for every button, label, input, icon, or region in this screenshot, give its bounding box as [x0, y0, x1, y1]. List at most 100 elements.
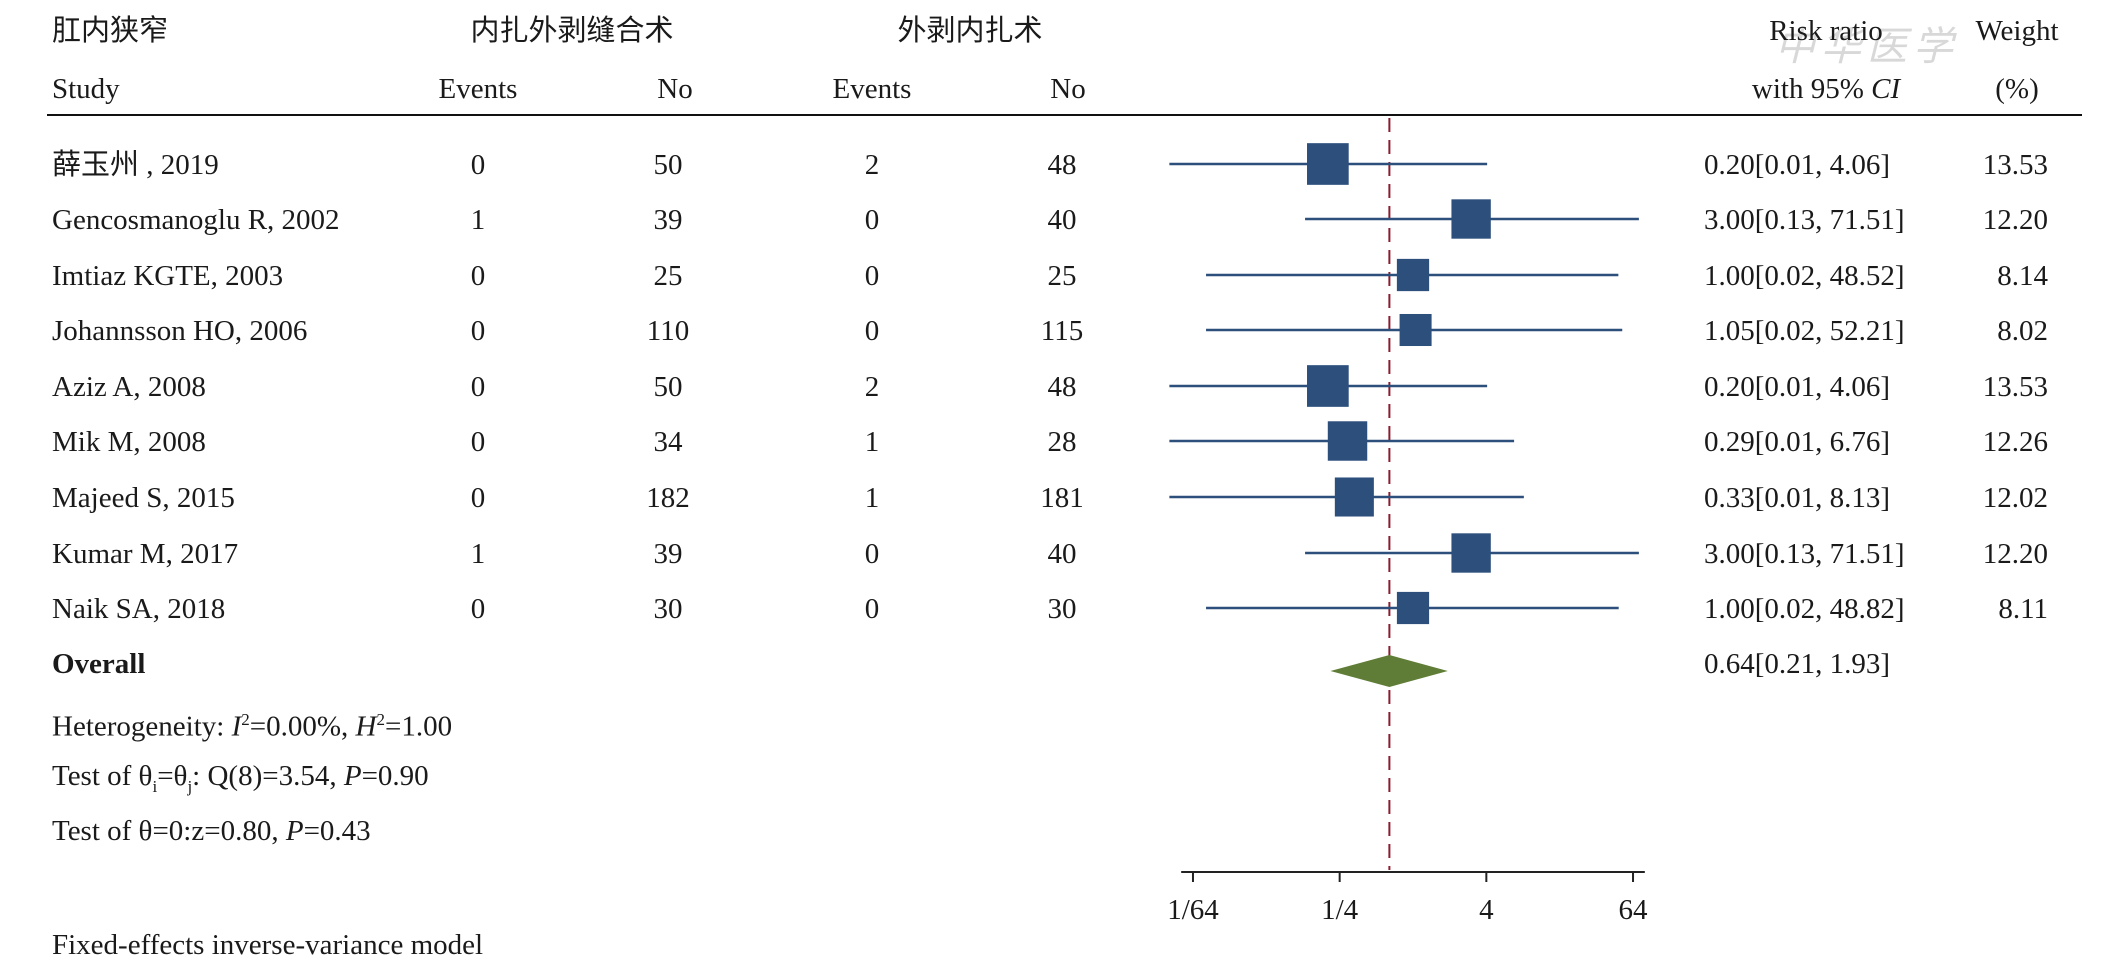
group1-header: 内扎外剥缝合术: [470, 15, 674, 47]
events1-value: 0: [470, 426, 486, 458]
no1-header: No: [657, 73, 693, 105]
events1-value: 0: [470, 371, 486, 403]
study-name: Gencosmanoglu R, 2002: [52, 204, 340, 236]
events1-value: 1: [470, 538, 486, 570]
z-p: P: [285, 815, 304, 847]
weight-value: 8.14: [1997, 260, 2048, 292]
no2-value: 30: [1047, 593, 1077, 625]
study-name: Mik M, 2008: [52, 426, 206, 458]
no2-value: 28: [1047, 426, 1077, 458]
x-tick-label: 1/4: [1321, 894, 1359, 926]
ci-value: 0.20[0.01, 4.06]: [1704, 149, 1891, 181]
no1-value: 39: [653, 204, 683, 236]
no2-header: No: [1050, 73, 1086, 105]
study-name: Johannsson HO, 2006: [52, 315, 308, 347]
no1-value: 39: [653, 538, 683, 570]
weight-value: 12.02: [1982, 482, 2048, 514]
model-footnote: Fixed-effects inverse-variance model: [52, 929, 484, 961]
study-name: Naik SA, 2018: [52, 593, 226, 625]
no1-value: 30: [653, 593, 683, 625]
events2-value: 0: [864, 260, 880, 292]
weight-value: 13.53: [1982, 149, 2048, 181]
study-name: Majeed S, 2015: [52, 482, 235, 514]
events2-value: 0: [864, 593, 880, 625]
weight-value: 12.26: [1982, 426, 2048, 458]
events2-value: 0: [864, 204, 880, 236]
study-marker: [1307, 143, 1349, 185]
q-end: =0.90: [361, 760, 429, 792]
no1-value: 50: [653, 149, 683, 181]
group2-header: 外剥内扎术: [897, 15, 1043, 47]
events2-value: 2: [864, 371, 880, 403]
no2-value: 48: [1047, 371, 1077, 403]
weight-value: 13.53: [1982, 371, 2048, 403]
no2-value: 48: [1047, 149, 1077, 181]
z-prefix: Test of θ=0:z=0.80,: [52, 815, 286, 847]
weight-value: 8.02: [1997, 315, 2048, 347]
ci-value: 1.00[0.02, 48.52]: [1704, 260, 1905, 292]
q-eq: =θ: [157, 760, 188, 792]
x-tick-label: 64: [1619, 894, 1649, 926]
het-i: I: [231, 710, 242, 743]
no1-value: 34: [653, 426, 683, 458]
het-mid: =0.00%,: [249, 710, 356, 743]
ci-value: 0.29[0.01, 6.76]: [1704, 426, 1891, 458]
q-mid: : Q(8)=3.54,: [192, 760, 344, 792]
study-marker: [1451, 533, 1491, 573]
events1-value: 0: [470, 482, 486, 514]
q-sub2: j: [187, 776, 193, 796]
z-test-text: Test of θ=0:z=0.80, P=0.43: [52, 814, 371, 848]
events2-value: 0: [864, 315, 880, 347]
overall-label: Overall: [52, 648, 146, 680]
q-prefix: Test of θ: [52, 760, 153, 792]
events2-value: 1: [864, 426, 880, 458]
study-marker: [1396, 258, 1430, 292]
ci-header-italic: CI: [1871, 73, 1901, 105]
no2-value: 115: [1040, 315, 1084, 347]
ci-value: 0.33[0.01, 8.13]: [1704, 482, 1891, 514]
events2-value: 2: [864, 149, 880, 181]
events2-value: 1: [864, 482, 880, 514]
overall-diamond: [1330, 655, 1448, 687]
events1-header: Events: [438, 73, 518, 105]
study-name: Imtiaz KGTE, 2003: [52, 260, 284, 292]
no1-value: 25: [653, 260, 683, 292]
het-sup: 2: [241, 710, 250, 729]
study-name: Aziz A, 2008: [52, 371, 206, 403]
study-marker: [1307, 365, 1349, 407]
study-marker: [1396, 591, 1430, 625]
header-rule: [47, 114, 2082, 116]
events1-value: 0: [470, 315, 486, 347]
no2-value: 40: [1047, 538, 1077, 570]
heterogeneity-text: Heterogeneity: I2=0.00%, H2=1.00: [52, 703, 452, 744]
het-prefix: Heterogeneity:: [52, 710, 232, 743]
watermark: 中华医学: [1775, 24, 1959, 69]
ci-header: with 95% CI: [1752, 72, 1900, 106]
ci-value: 1.00[0.02, 48.82]: [1704, 593, 1905, 625]
no1-value: 110: [646, 315, 690, 347]
weight-value: 12.20: [1982, 204, 2048, 236]
events2-header: Events: [832, 73, 912, 105]
weight-value: 12.20: [1982, 538, 2048, 570]
events2-value: 0: [864, 538, 880, 570]
x-tick-label: 4: [1479, 894, 1494, 926]
no2-value: 40: [1047, 204, 1077, 236]
study-header: Study: [52, 73, 120, 105]
weight-header: Weight: [1975, 15, 2059, 47]
risk-ratio-header: Risk ratio: [1769, 15, 1883, 47]
ci-value: 3.00[0.13, 71.51]: [1704, 204, 1905, 236]
ci-header-prefix: with 95%: [1751, 73, 1872, 105]
weight-unit-header: (%): [1995, 73, 2039, 105]
no2-value: 25: [1047, 260, 1077, 292]
het-end: =1.00: [384, 710, 453, 743]
ci-value: 0.20[0.01, 4.06]: [1704, 371, 1891, 403]
study-name: 薛玉州 , 2019: [52, 149, 219, 181]
study-marker: [1451, 199, 1491, 239]
study-name: Kumar M, 2017: [52, 538, 239, 570]
het-h: H: [355, 710, 377, 743]
het-sup2: 2: [376, 710, 385, 729]
no1-value: 182: [646, 482, 690, 514]
q-sub1: i: [152, 776, 158, 796]
